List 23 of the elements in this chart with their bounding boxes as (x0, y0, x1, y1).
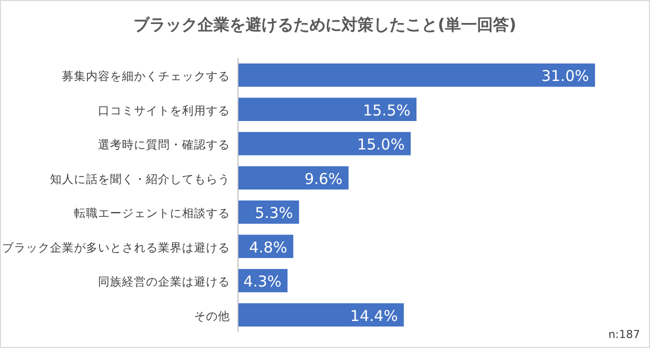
y-tick-label: 口コミサイトを利用する (98, 103, 230, 118)
data-label: 31.0% (541, 67, 589, 86)
bar (238, 63, 595, 87)
data-label: 15.0% (357, 136, 405, 154)
data-label: 4.8% (249, 238, 288, 256)
data-label: 4.3% (243, 272, 282, 291)
y-tick-label: ブラック企業が多いとされる業界は避ける (2, 240, 230, 254)
bar (238, 132, 411, 156)
y-tick-label: 募集内容を細かくチェックする (62, 69, 230, 84)
data-label: 5.3% (254, 204, 294, 222)
chart-title: ブラック企業を避けるために対策したこと(単一回答) (134, 15, 516, 34)
y-tick-label: 知人に話を聞く・紹介してもらう (50, 172, 230, 186)
y-tick-label: 同族経営の企業は避ける (98, 274, 230, 289)
bar (238, 98, 416, 122)
y-tick-label: その他 (194, 308, 230, 323)
text: n:187 (608, 328, 640, 341)
bar (238, 166, 349, 190)
y-tick-label: 選考時に質問・確認する (98, 138, 230, 152)
data-label: 9.6% (304, 170, 343, 188)
data-label: 15.5% (362, 101, 410, 120)
bar (238, 303, 404, 327)
data-label: 14.4% (350, 306, 398, 325)
y-tick-label: 転職エージェントに相談する (74, 206, 230, 220)
